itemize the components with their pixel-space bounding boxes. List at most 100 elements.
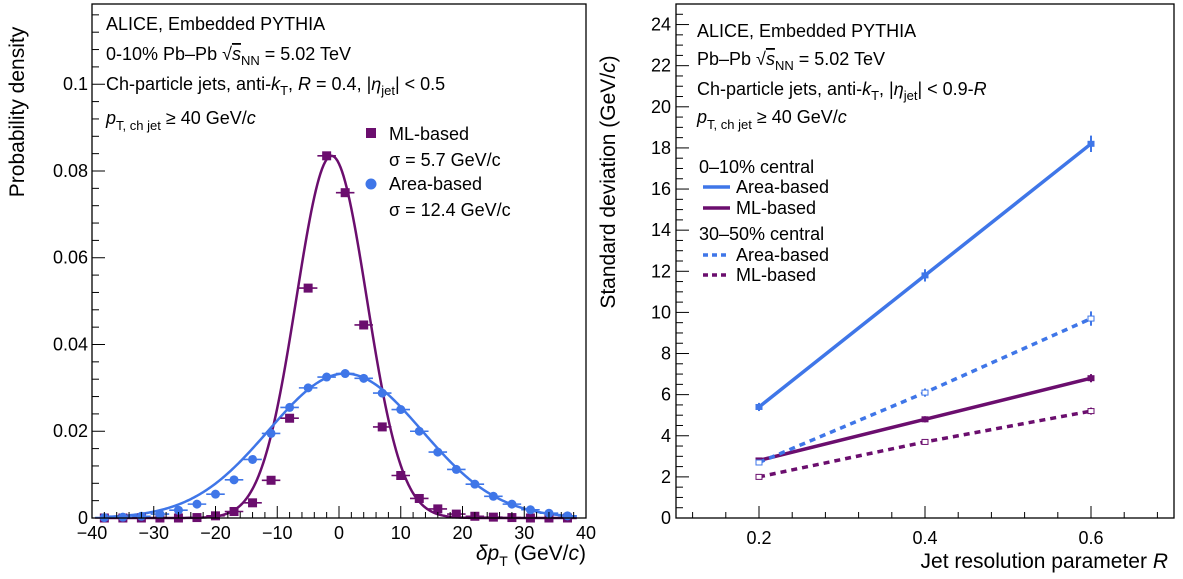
right-x-tick-label: 0.6: [1078, 528, 1103, 548]
right-y-tick-label: 16: [651, 179, 671, 199]
data-point-ml-based: [248, 498, 258, 508]
data-point-area-based-0-10-central: [1087, 140, 1095, 147]
data-point-area-based: [396, 405, 406, 415]
data-point-ml-based: [303, 283, 313, 293]
legend-sigma-area-based: σ = 12.4 GeV/c: [389, 200, 511, 220]
right-y-tick-label: 12: [651, 261, 671, 281]
data-point-area-based-30-50-central: [1087, 315, 1095, 322]
left-y-tick-label: 0.06: [53, 248, 88, 268]
data-point-ml-based: [229, 506, 239, 516]
right-y-tick-label: 22: [651, 56, 671, 76]
left-x-tick-label: −10: [262, 523, 293, 543]
data-point-area-based: [451, 464, 461, 474]
data-point-area-based: [414, 426, 424, 436]
legend-group-semicentral: 30–50% central: [699, 224, 824, 244]
right-y-tick-label: 10: [651, 302, 671, 322]
data-point-area-based: [173, 505, 183, 515]
left-x-tick-label: 20: [452, 523, 472, 543]
left-annotations: ALICE, Embedded PYTHIA 0-10% Pb–Pb √sNN …: [105, 14, 445, 133]
data-point-ml-based: [396, 470, 406, 480]
data-point-area-based: [359, 373, 369, 383]
data-point-ml-based: [433, 504, 443, 514]
data-point-ml-based: [266, 475, 276, 485]
annotation-pt-cut-right: pT, ch jet ≥ 40 GeV/c: [696, 107, 847, 132]
legend-label-ml-based: ML-based: [389, 124, 469, 144]
right-y-tick-label: 0: [661, 508, 671, 528]
left-x-tick-label: 30: [514, 523, 534, 543]
data-point-ml-based-30-50-central: [921, 438, 929, 445]
left-y-tick-label: 0.04: [53, 334, 88, 354]
data-point-area-based: [285, 402, 295, 412]
right-x-axis-label: Jet resolution parameter R: [921, 550, 1168, 573]
left-x-tick-label: −40: [77, 523, 108, 543]
data-point-ml-based: [322, 151, 332, 161]
left-panel: −40 −30 −20 −10 0 10 20 30 40 0 0.02 0.04 0.06 0.08 0.…: [6, 3, 596, 569]
annotation-collision-right: Pb–Pb √sNN = 5.02 TeV: [697, 49, 885, 73]
right-y-axis-label: Standard deviation (GeV/c): [597, 55, 620, 308]
data-point-area-based: [562, 511, 572, 521]
data-point-area-based: [322, 372, 332, 382]
fit-curve-area-based: [101, 372, 577, 519]
annotation-alice-right: ALICE, Embedded PYTHIA: [697, 21, 916, 41]
left-y-tick-label: 0.08: [53, 161, 88, 181]
data-point-area-based: [248, 454, 258, 464]
legend-label-area-central: Area-based: [736, 177, 829, 197]
data-point-area-based: [488, 491, 498, 501]
left-x-tick-label: 10: [391, 523, 411, 543]
data-point-area-based: [377, 388, 387, 398]
data-point-area-based: [266, 428, 276, 438]
legend-label-ml-semicentral: ML-based: [736, 265, 816, 285]
data-point-ml-based: [377, 422, 387, 432]
right-x-tick-label: 0.2: [746, 528, 771, 548]
data-point-ml-based-30-50-central: [755, 473, 763, 480]
data-point-ml-based: [359, 320, 369, 330]
right-y-tick-label: 14: [651, 220, 671, 240]
data-point-area-based: [470, 479, 480, 489]
data-point-area-based: [340, 369, 350, 379]
left-x-tick-label: −20: [200, 523, 231, 543]
right-y-tick-label: 2: [661, 467, 671, 487]
data-point-ml-based: [340, 188, 350, 198]
left-y-axis-label: Probability density: [6, 26, 29, 197]
right-y-tick-label: 24: [651, 15, 671, 35]
right-x-tick-label: 0.4: [912, 528, 937, 548]
annotation-collision: 0-10% Pb–Pb √sNN = 5.02 TeV: [106, 44, 351, 68]
legend-label-ml-central: ML-based: [736, 198, 816, 218]
data-point-ml-based-0-10-central: [1087, 375, 1095, 382]
data-point-area-based: [211, 489, 220, 499]
legend-group-central: 0–10% central: [699, 157, 814, 177]
left-legend: ML-based σ = 5.7 GeV/c Area-based σ = 12…: [365, 124, 511, 220]
data-point-ml-based: [414, 493, 424, 503]
left-y-tick-label: 0: [78, 508, 88, 528]
left-x-tick-label: −30: [138, 523, 169, 543]
legend-label-area-based: Area-based: [389, 174, 482, 194]
annotation-jets: Ch-particle jets, anti-kT, R = 0.4, |ηje…: [106, 74, 445, 98]
data-point-area-based-30-50-central: [755, 459, 763, 466]
data-point-area-based: [433, 447, 443, 457]
right-y-tick-label: 6: [661, 385, 671, 405]
data-point-area-based: [192, 499, 202, 509]
data-point-area-based: [303, 383, 313, 393]
left-y-tick-label: 0.1: [63, 74, 88, 94]
data-point-area-based-0-10-central: [755, 403, 763, 410]
left-axis-ticks: −40 −30 −20 −10 0 10 20 30 40 0 0.02 0.04 0.06 0.08 0.…: [53, 14, 596, 543]
data-point-area-based: [229, 475, 239, 485]
right-annotations: ALICE, Embedded PYTHIA Pb–Pb √sNN = 5.02…: [696, 21, 987, 132]
annotation-pt-cut: pT, ch jet ≥ 40 GeV/c: [105, 108, 256, 133]
data-point-area-based: [525, 505, 535, 515]
data-point-area-based-30-50-central: [921, 389, 929, 396]
right-y-tick-label: 18: [651, 138, 671, 158]
data-point-area-based: [155, 509, 165, 519]
data-point-ml-based: [451, 509, 461, 519]
legend-label-area-semicentral: Area-based: [736, 245, 829, 265]
annotation-jets-right: Ch-particle jets, anti-kT, |ηjet| < 0.9-…: [697, 79, 987, 103]
data-point-area-based: [507, 499, 517, 509]
annotation-alice: ALICE, Embedded PYTHIA: [106, 14, 325, 34]
legend-marker-area-based: [365, 178, 377, 190]
data-point-ml-based-30-50-central: [1087, 408, 1095, 415]
right-y-tick-label: 8: [661, 344, 671, 364]
left-x-tick-label: 0: [334, 523, 344, 543]
